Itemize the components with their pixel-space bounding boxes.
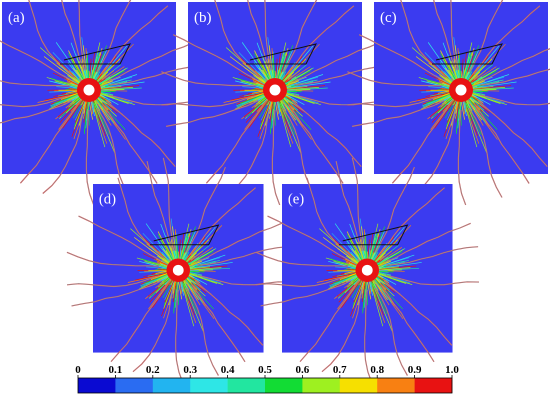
colorbar-segment (78, 378, 116, 393)
colorbar-segment (152, 378, 191, 393)
colorbar-label: 0.7 (333, 364, 347, 376)
panel-label: (c) (380, 10, 397, 26)
colorbar-label: 1.0 (445, 364, 459, 376)
colorbar-label: 0.9 (408, 364, 422, 376)
panel-image (346, 0, 550, 206)
panel-label: (d) (99, 192, 116, 208)
colorbar-label: 0.3 (183, 364, 197, 376)
panel: (b) (160, 0, 390, 206)
panel-label: (a) (8, 10, 25, 26)
panel-label: (b) (194, 10, 212, 26)
panel: (d) (66, 157, 291, 384)
colorbar-label: 0.8 (370, 364, 384, 376)
colorbar-segment (190, 378, 228, 393)
colorbar-label: 0 (75, 364, 81, 376)
colorbar-segment (227, 378, 266, 393)
colorbar-segment (414, 378, 453, 393)
colorbar-label: 0.5 (258, 364, 272, 376)
panel-label: (e) (288, 192, 304, 208)
panel-image (0, 0, 204, 206)
colorbar-segment (339, 378, 378, 393)
colorbar-label: 0.4 (221, 364, 235, 376)
panel: (a) (0, 0, 204, 206)
panel-image (160, 0, 390, 206)
panel: (e) (255, 157, 480, 384)
colorbar-segment (377, 378, 415, 393)
colorbar-segment (302, 378, 341, 393)
colorbar-segment (265, 378, 303, 393)
colorbar-label: 0.1 (109, 364, 123, 376)
colorbar-label: 0.2 (146, 364, 160, 376)
panel: (c) (346, 0, 550, 206)
colorbar-label: 0.6 (296, 364, 310, 376)
colorbar-segment (115, 378, 154, 393)
